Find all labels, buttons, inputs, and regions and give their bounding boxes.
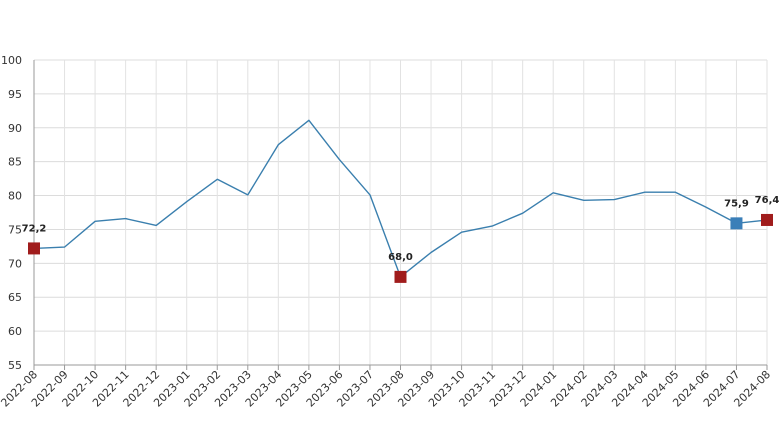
y-tick-label: 85 <box>8 156 22 169</box>
data-label: 76,4 <box>755 195 780 206</box>
y-tick-label: 95 <box>8 88 22 101</box>
y-tick-label: 90 <box>8 122 22 135</box>
data-labels: 72,2 68,0 75,9 76,4 <box>22 195 780 263</box>
y-tick-label: 75 <box>8 223 22 236</box>
y-tick-label: 100 <box>1 54 22 67</box>
y-tick-label: 55 <box>8 359 22 372</box>
data-label: 72,2 <box>22 223 47 234</box>
axes: 5560657075808590951002022-082022-092022-… <box>0 54 773 410</box>
data-point-marker <box>394 270 407 283</box>
y-tick-label: 65 <box>8 291 22 304</box>
highlight-markers <box>28 213 773 283</box>
y-tick-label: 60 <box>8 325 22 338</box>
grid <box>33 59 768 366</box>
data-label: 75,9 <box>724 198 749 209</box>
data-point-marker <box>761 213 773 226</box>
data-point-marker <box>28 242 40 255</box>
y-tick-label: 70 <box>8 257 22 270</box>
data-label: 68,0 <box>388 252 413 263</box>
data-point-marker <box>730 217 743 230</box>
y-tick-label: 80 <box>8 190 22 203</box>
